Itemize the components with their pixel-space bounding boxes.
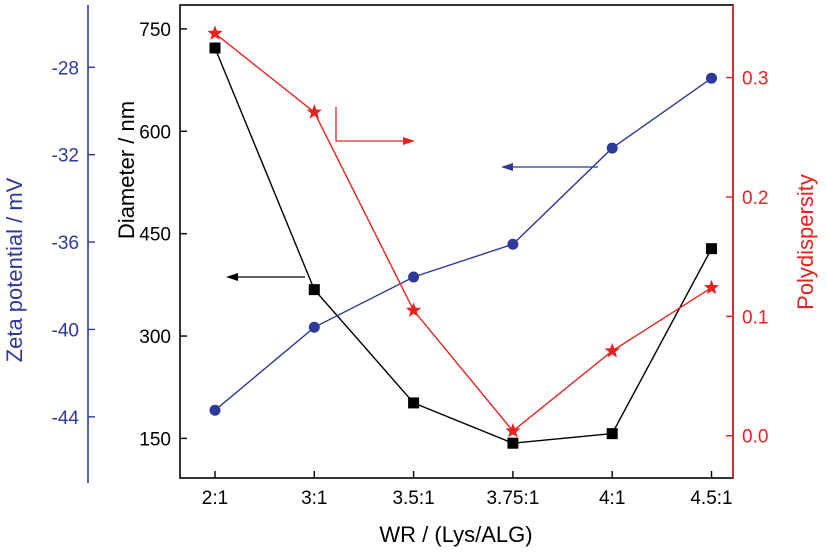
zeta-point bbox=[507, 238, 519, 250]
zeta-tick-label: -40 bbox=[52, 320, 79, 341]
diameter-point bbox=[606, 428, 618, 440]
diameter-point bbox=[507, 437, 519, 449]
polydispersity-series-arrow bbox=[335, 107, 415, 145]
polydispersity-axis-ticks: 0.0 0.1 0.2 0.3 bbox=[726, 69, 768, 448]
x-axis-ticks: 2:1 3:1 3.5:1 3.75:1 4:1 4.5:1 bbox=[202, 471, 733, 509]
zeta-point bbox=[408, 271, 420, 283]
zeta-point bbox=[606, 142, 618, 154]
zeta-tick-label: -28 bbox=[52, 58, 79, 79]
polydispersity-point bbox=[207, 25, 223, 40]
polydispersity-tick-label: 0.1 bbox=[742, 307, 768, 328]
diameter-series-line bbox=[214, 47, 713, 444]
diameter-axis-title: Diameter / nm bbox=[114, 101, 139, 239]
diameter-point bbox=[308, 284, 320, 296]
x-axis-title: WR / (Lys/ALG) bbox=[379, 522, 532, 547]
polydispersity-tick-label: 0.2 bbox=[742, 188, 768, 209]
x-tick-label: 4:1 bbox=[599, 488, 625, 509]
polydispersity-point bbox=[306, 104, 322, 119]
x-tick-label: 4.5:1 bbox=[690, 488, 732, 509]
zeta-tick-label: -44 bbox=[52, 408, 80, 429]
x-tick-label: 3.75:1 bbox=[486, 488, 539, 509]
polydispersity-tick-label: 0.0 bbox=[742, 427, 768, 448]
diameter-tick-label: 150 bbox=[139, 429, 171, 450]
diameter-tick-label: 300 bbox=[139, 327, 171, 348]
polydispersity-point bbox=[405, 302, 422, 317]
diameter-point bbox=[706, 243, 717, 255]
x-tick-label: 3:1 bbox=[301, 488, 327, 509]
zeta-tick-label: -32 bbox=[52, 146, 79, 167]
diameter-axis-ticks: 150 300 450 600 750 bbox=[139, 20, 187, 450]
zeta-point bbox=[308, 321, 320, 333]
x-tick-label: 3.5:1 bbox=[392, 488, 434, 509]
polydispersity-point bbox=[604, 342, 620, 358]
zeta-tick-label: -36 bbox=[52, 233, 79, 254]
zeta-series-line bbox=[214, 77, 712, 411]
polydispersity-tick-label: 0.3 bbox=[742, 69, 768, 90]
zeta-point bbox=[706, 72, 717, 84]
polydispersity-series-line bbox=[214, 32, 712, 432]
series-layer bbox=[207, 25, 720, 449]
diameter-tick-label: 450 bbox=[139, 225, 171, 246]
diameter-point bbox=[408, 397, 420, 409]
polydispersity-axis-title: Polydispersity bbox=[793, 174, 818, 310]
zeta-point bbox=[209, 404, 221, 416]
diameter-point bbox=[209, 42, 221, 54]
zeta-axis-ticks: -44 -40 -36 -32 -28 bbox=[52, 58, 95, 429]
zeta-axis-title: Zeta potential / mV bbox=[2, 177, 27, 362]
diameter-tick-label: 600 bbox=[139, 122, 171, 143]
plot-frame bbox=[179, 4, 734, 479]
diameter-tick-label: 750 bbox=[139, 20, 171, 41]
polydispersity-point bbox=[703, 279, 720, 295]
x-tick-label: 2:1 bbox=[202, 488, 228, 509]
polydispersity-point bbox=[505, 422, 521, 438]
